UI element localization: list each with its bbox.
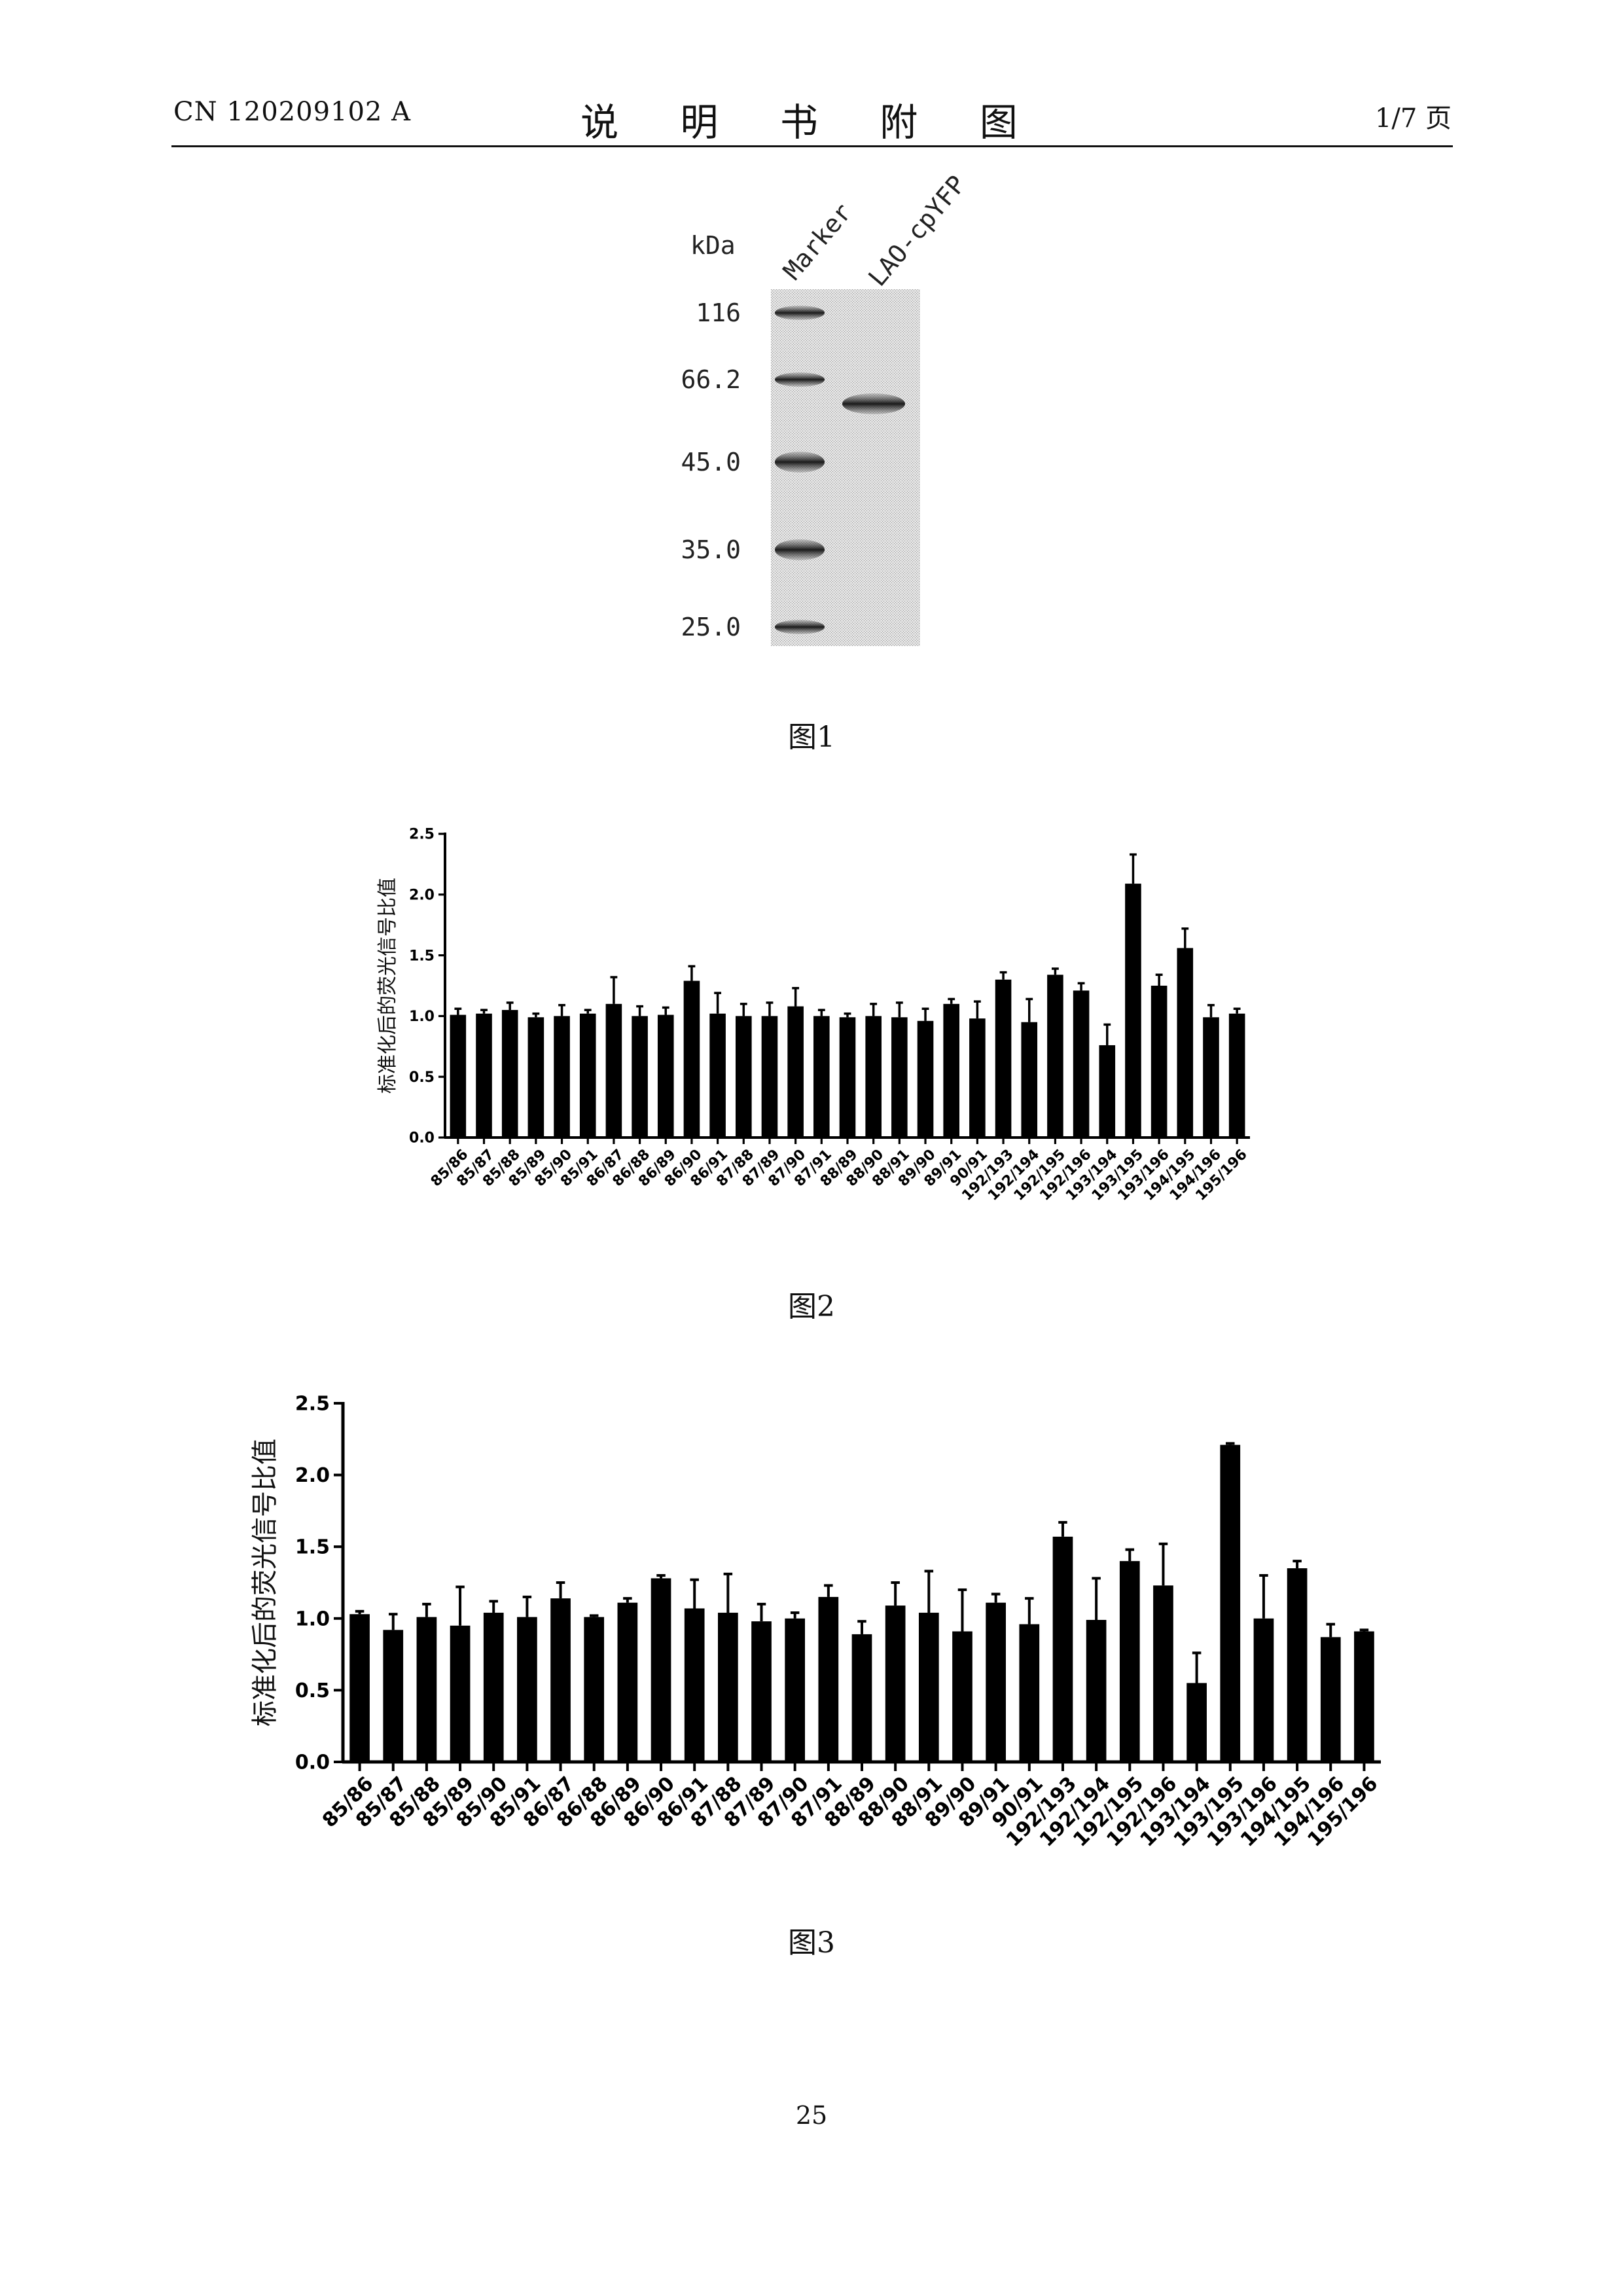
y-axis-label: 标准化后的荧光信号比值 <box>376 878 399 1094</box>
bar <box>528 1017 544 1138</box>
gel-unit-label: kDa <box>690 231 736 260</box>
bar <box>818 1597 838 1762</box>
y-tick-label: 1.5 <box>295 1536 330 1559</box>
bar <box>995 980 1012 1138</box>
gel-marker-band <box>775 539 825 560</box>
bar <box>580 1014 596 1138</box>
bar <box>865 1016 882 1138</box>
bar <box>787 1007 804 1138</box>
gel-marker-band <box>775 306 825 320</box>
bar <box>606 1004 622 1138</box>
y-tick-label: 1.0 <box>295 1607 330 1630</box>
page-number: 25 <box>0 2101 1623 2130</box>
bar <box>502 1010 518 1138</box>
bar <box>1021 1022 1037 1138</box>
y-tick-label: 2.5 <box>409 827 435 843</box>
gel-marker-band <box>775 452 825 473</box>
bar <box>1354 1632 1374 1762</box>
y-tick-label: 1.5 <box>409 948 435 964</box>
bar <box>1186 1683 1207 1762</box>
bar <box>1125 884 1141 1138</box>
figure-1-caption: 图1 <box>0 713 1623 755</box>
bar <box>584 1617 604 1762</box>
bar <box>632 1016 648 1138</box>
gel-marker-label: 116 <box>696 298 741 327</box>
bar <box>383 1630 403 1762</box>
bar <box>1229 1014 1245 1138</box>
gel-lane-label-sample: LAO-cpYFP <box>863 170 971 292</box>
y-tick-label: 0.5 <box>409 1069 435 1086</box>
bar <box>762 1016 778 1138</box>
bar <box>685 1608 705 1762</box>
bar <box>1073 990 1090 1138</box>
bar <box>891 1017 908 1138</box>
bar <box>1287 1568 1308 1762</box>
bar <box>718 1613 738 1762</box>
bar <box>658 1015 674 1138</box>
bar <box>1099 1045 1115 1138</box>
bar-chart-fig3: 标准化后的荧光信号比值0.00.51.01.52.02.585/8685/878… <box>0 1381 1623 1905</box>
gel-marker-label: 45.0 <box>681 448 741 476</box>
gel-marker-band <box>775 372 825 387</box>
bar <box>986 1603 1006 1762</box>
bar <box>709 1014 726 1138</box>
bar <box>618 1603 638 1762</box>
bar <box>450 1015 467 1138</box>
bar <box>885 1605 906 1762</box>
bar <box>1153 1585 1173 1762</box>
gel-marker-label: 35.0 <box>681 535 741 564</box>
bar <box>1019 1624 1039 1762</box>
bar <box>1220 1445 1240 1762</box>
y-tick-label: 1.0 <box>409 1009 435 1025</box>
bar <box>840 1017 856 1138</box>
bar <box>417 1617 437 1762</box>
gel-sample-band <box>842 393 905 414</box>
gel-figure: kDa Marker LAO-cpYFP 116 66.2 45.0 35.0 25.0 <box>0 0 1623 707</box>
y-tick-label: 0.0 <box>409 1130 435 1147</box>
bar <box>751 1621 772 1762</box>
bar <box>813 1016 830 1138</box>
y-tick-label: 2.0 <box>409 888 435 904</box>
bar <box>684 981 700 1138</box>
bar <box>476 1014 492 1138</box>
bar <box>1086 1620 1107 1762</box>
bar <box>952 1632 972 1762</box>
bar <box>1120 1561 1140 1762</box>
bar <box>450 1626 471 1762</box>
bar <box>1047 975 1063 1138</box>
gel-marker-label: 25.0 <box>681 613 741 641</box>
bar <box>1254 1619 1274 1762</box>
bar <box>1321 1637 1341 1762</box>
bar <box>1053 1537 1073 1762</box>
bar <box>349 1614 370 1762</box>
y-tick-label: 0.0 <box>295 1751 330 1774</box>
y-tick-label: 2.5 <box>295 1393 330 1416</box>
bar <box>785 1619 805 1762</box>
bar <box>969 1018 986 1138</box>
bar <box>651 1578 671 1762</box>
bar <box>484 1613 504 1762</box>
y-tick-label: 2.0 <box>295 1464 330 1487</box>
bar <box>1177 948 1194 1138</box>
gel-lane-label-marker: Marker <box>777 198 857 285</box>
bar <box>919 1613 939 1762</box>
figure-3-caption: 图3 <box>0 1919 1623 1961</box>
bar <box>554 1016 570 1138</box>
bar <box>517 1617 537 1762</box>
y-tick-label: 0.5 <box>295 1679 330 1702</box>
gel-marker-band <box>775 620 825 634</box>
figure-2-caption: 图2 <box>0 1283 1623 1325</box>
gel-marker-label: 66.2 <box>681 365 741 394</box>
bar <box>550 1598 571 1762</box>
bar <box>1151 986 1168 1138</box>
y-axis-label: 标准化后的荧光信号比值 <box>250 1439 280 1727</box>
bar <box>852 1634 872 1762</box>
bar-chart-fig2: 标准化后的荧光信号比值0.00.51.01.52.02.585/8685/878… <box>0 812 1623 1230</box>
bar <box>736 1016 752 1138</box>
bar <box>918 1021 934 1138</box>
bar <box>943 1004 959 1138</box>
bar <box>1203 1017 1219 1138</box>
